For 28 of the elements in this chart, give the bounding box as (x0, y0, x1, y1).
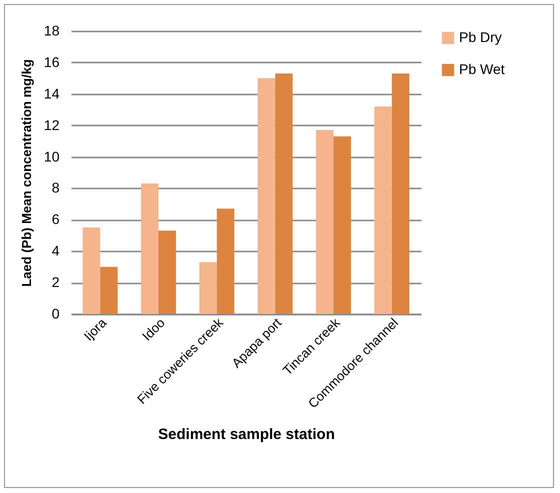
bar (82, 228, 100, 314)
y-tick-label: 14 (44, 85, 60, 102)
y-tick-label: 16 (44, 54, 60, 70)
y-tick-label: 10 (44, 148, 60, 164)
bar (392, 73, 410, 314)
x-axis-title: Sediment sample station (158, 426, 335, 444)
y-tick-label: 0 (52, 306, 60, 322)
bar (316, 130, 334, 314)
bar (374, 106, 392, 314)
bar (100, 266, 118, 314)
bar (275, 73, 293, 314)
x-tick-label: Idoo (139, 315, 168, 344)
y-tick-label: 18 (44, 22, 60, 38)
y-tick-label: 8 (52, 180, 60, 196)
bar (141, 184, 158, 314)
bar (158, 230, 176, 314)
legend-label: Pb Dry (459, 29, 502, 45)
bar (334, 136, 351, 314)
y-tick-label: 6 (52, 211, 60, 228)
bar (216, 208, 234, 314)
y-tick-label: 4 (52, 242, 60, 259)
x-tick-label: Ijora (80, 314, 110, 344)
legend-label: Pb Wet (459, 61, 505, 77)
y-tick-label: 12 (44, 116, 60, 133)
y-tick-label: 2 (52, 274, 60, 290)
bar (199, 262, 217, 314)
y-axis-title: Laed (Pb) Mean concentration mg/kg (18, 59, 34, 287)
bar (258, 78, 276, 314)
